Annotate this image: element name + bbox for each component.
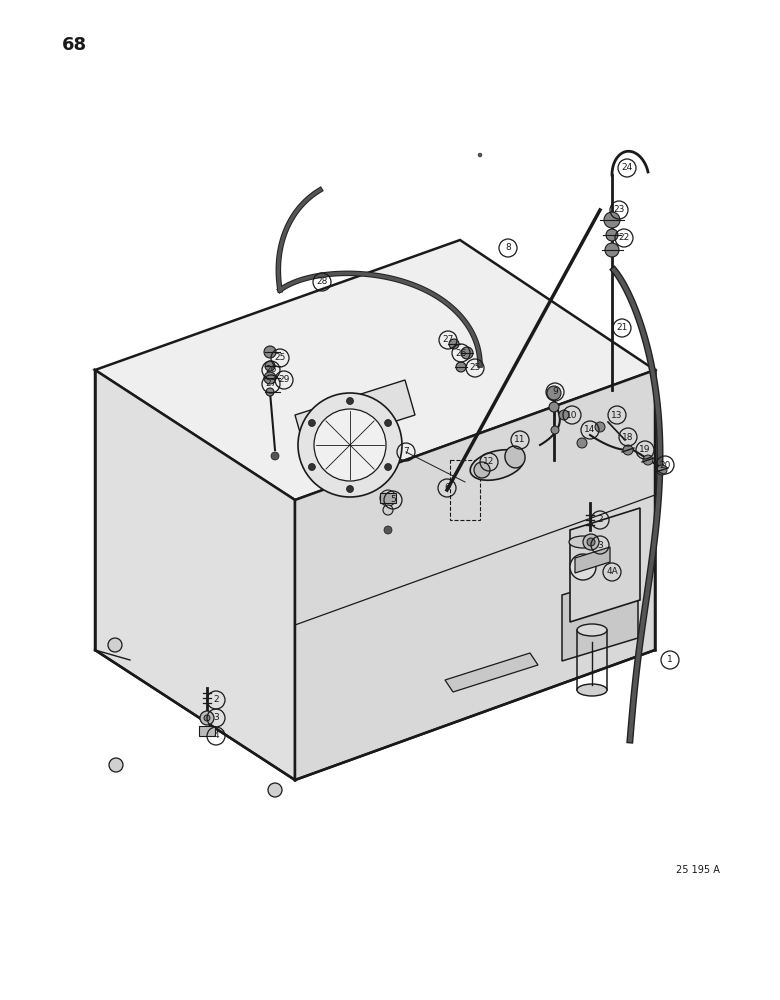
Text: 26: 26: [265, 365, 277, 374]
Ellipse shape: [577, 624, 607, 636]
Text: 28: 28: [317, 277, 328, 286]
Text: 5: 5: [390, 495, 396, 504]
Text: 27: 27: [265, 379, 277, 388]
Circle shape: [383, 505, 393, 515]
Circle shape: [385, 464, 392, 471]
Circle shape: [474, 462, 490, 478]
Circle shape: [449, 339, 459, 349]
Circle shape: [265, 361, 275, 371]
Text: 68: 68: [62, 36, 87, 54]
Text: 25: 25: [470, 363, 480, 372]
Circle shape: [461, 347, 473, 359]
Circle shape: [605, 243, 619, 257]
Circle shape: [570, 554, 596, 580]
Text: 2: 2: [213, 696, 219, 704]
Circle shape: [643, 455, 653, 465]
Circle shape: [200, 711, 214, 725]
Text: 25 195 A: 25 195 A: [676, 865, 720, 875]
Polygon shape: [199, 726, 215, 736]
Text: 1: 1: [667, 656, 673, 664]
Text: 27: 27: [442, 336, 454, 344]
Polygon shape: [575, 547, 610, 573]
Circle shape: [298, 393, 402, 497]
Polygon shape: [380, 493, 396, 503]
Text: 4: 4: [213, 732, 219, 740]
Circle shape: [308, 420, 315, 426]
Circle shape: [456, 362, 466, 372]
Ellipse shape: [505, 446, 525, 468]
Circle shape: [606, 229, 618, 241]
Circle shape: [587, 538, 595, 546]
Text: 22: 22: [619, 233, 629, 242]
Ellipse shape: [470, 450, 524, 480]
Circle shape: [109, 758, 123, 772]
Circle shape: [604, 212, 620, 228]
Polygon shape: [95, 240, 655, 500]
Circle shape: [385, 420, 392, 426]
Text: 21: 21: [616, 324, 628, 332]
Text: 18: 18: [622, 432, 633, 442]
Text: 26: 26: [456, 349, 466, 358]
Circle shape: [551, 426, 559, 434]
Circle shape: [108, 638, 122, 652]
Text: 20: 20: [659, 460, 671, 470]
Text: 29: 29: [278, 375, 289, 384]
Circle shape: [380, 490, 396, 506]
Circle shape: [264, 346, 276, 358]
Circle shape: [478, 153, 482, 157]
Text: 25: 25: [275, 354, 285, 362]
Circle shape: [547, 386, 561, 400]
Text: 10: 10: [566, 410, 578, 420]
Polygon shape: [562, 572, 638, 661]
Text: 24: 24: [622, 163, 633, 172]
Text: 13: 13: [612, 410, 622, 420]
Circle shape: [577, 438, 587, 448]
Ellipse shape: [569, 536, 597, 548]
Polygon shape: [295, 380, 415, 450]
Text: 23: 23: [613, 206, 625, 215]
Text: 14: 14: [584, 426, 596, 434]
Circle shape: [623, 445, 633, 455]
Text: 3: 3: [213, 714, 219, 722]
Circle shape: [346, 397, 353, 404]
Circle shape: [268, 783, 282, 797]
Text: 9: 9: [552, 387, 558, 396]
Circle shape: [308, 464, 315, 471]
Circle shape: [549, 402, 559, 412]
Text: 3: 3: [597, 540, 603, 550]
Ellipse shape: [577, 684, 607, 696]
Circle shape: [559, 410, 569, 420]
Text: 2: 2: [597, 516, 603, 524]
Text: 8: 8: [505, 243, 511, 252]
Circle shape: [595, 422, 605, 432]
Polygon shape: [295, 370, 655, 780]
Text: 11: 11: [514, 436, 526, 444]
Circle shape: [314, 409, 386, 481]
Text: 4A: 4A: [606, 568, 618, 576]
Text: 7: 7: [403, 448, 409, 456]
Polygon shape: [445, 653, 538, 692]
Circle shape: [346, 486, 353, 492]
Circle shape: [547, 387, 559, 399]
Text: 12: 12: [484, 458, 495, 466]
Circle shape: [271, 452, 279, 460]
Circle shape: [264, 372, 276, 384]
Polygon shape: [95, 370, 295, 780]
Circle shape: [266, 388, 274, 396]
Polygon shape: [570, 508, 640, 622]
Circle shape: [657, 465, 667, 475]
Text: 6: 6: [444, 484, 450, 492]
Circle shape: [583, 534, 599, 550]
Circle shape: [204, 715, 210, 721]
Circle shape: [384, 526, 392, 534]
Text: 19: 19: [640, 446, 651, 454]
